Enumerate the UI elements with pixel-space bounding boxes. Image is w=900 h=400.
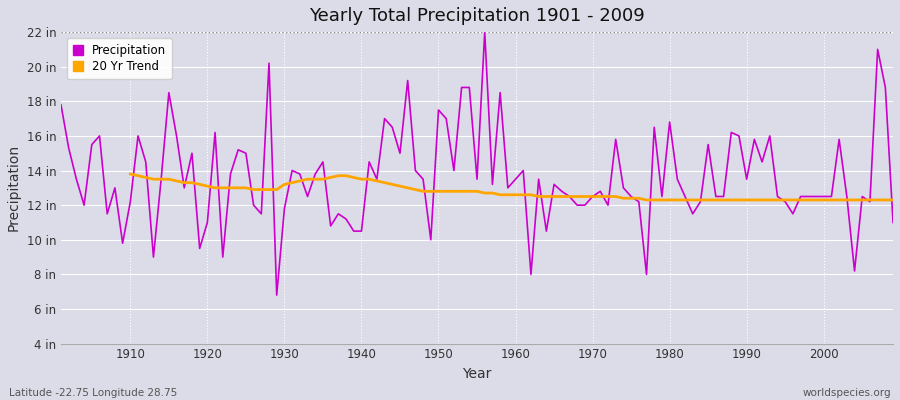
Y-axis label: Precipitation: Precipitation (7, 144, 21, 232)
Title: Yearly Total Precipitation 1901 - 2009: Yearly Total Precipitation 1901 - 2009 (309, 7, 645, 25)
Legend: Precipitation, 20 Yr Trend: Precipitation, 20 Yr Trend (67, 38, 172, 79)
Text: Latitude -22.75 Longitude 28.75: Latitude -22.75 Longitude 28.75 (9, 388, 177, 398)
X-axis label: Year: Year (463, 367, 491, 381)
Text: worldspecies.org: worldspecies.org (803, 388, 891, 398)
